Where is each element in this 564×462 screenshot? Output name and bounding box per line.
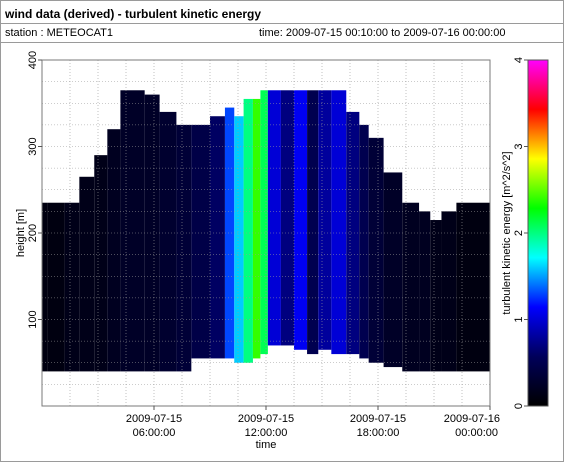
heatmap-column	[419, 211, 431, 372]
heatmap-column	[224, 107, 235, 359]
heatmap-column	[64, 202, 80, 372]
heatmap-column	[441, 211, 457, 372]
heatmap-column	[252, 98, 261, 359]
header-divider	[1, 23, 563, 24]
header-divider-bottom	[1, 42, 563, 43]
x-tick-label: 2009-07-15	[238, 413, 294, 425]
heatmap-column	[318, 90, 332, 350]
x-tick-label: 2009-07-15	[350, 413, 406, 425]
colorbar-tick-label: 2	[513, 230, 525, 236]
x-axis-label: time	[256, 439, 277, 451]
heatmap-column	[79, 176, 95, 372]
x-tick-label: 12:00:00	[245, 427, 288, 439]
colorbar	[527, 59, 549, 407]
heatmap-column	[243, 98, 253, 363]
y-tick-label: 400	[27, 51, 39, 69]
heatmap-column	[144, 94, 160, 372]
heatmap-column	[456, 202, 490, 372]
heatmap-column	[42, 202, 48, 372]
x-tick-label: 2009-07-15	[126, 413, 182, 425]
chart-title: wind data (derived) - turbulent kinetic …	[5, 7, 262, 21]
y-tick-label: 200	[27, 224, 39, 242]
colorbar-tick-label: 3	[513, 143, 525, 149]
x-tick-label: 2009-07-16	[444, 413, 500, 425]
x-tick-label: 00:00:00	[455, 427, 498, 439]
time-range-label: time: 2009-07-15 00:10:00 to 2009-07-16 …	[259, 27, 506, 39]
heatmap-column	[294, 90, 308, 350]
station-label: station : METEOCAT1	[5, 27, 113, 39]
heatmap-column	[383, 172, 403, 368]
y-tick-label: 100	[27, 310, 39, 328]
heatmap-column	[107, 129, 121, 372]
x-tick-label: 18:00:00	[357, 427, 400, 439]
colorbar-label: turbulent kinetic energy [m^2/s^2]	[501, 151, 513, 314]
heatmap-column	[280, 90, 294, 346]
heatmap-column	[210, 116, 225, 359]
heatmap-column	[359, 124, 369, 359]
heatmap-column	[176, 124, 192, 372]
heatmap-column	[120, 90, 145, 372]
y-tick-label: 300	[27, 137, 39, 155]
colorbar-tick-label: 1	[513, 316, 525, 322]
heatmap-column	[159, 111, 177, 372]
heatmap-column	[430, 220, 442, 372]
heatmap-column	[307, 90, 319, 355]
heatmap-column	[331, 90, 347, 355]
heatmap-column	[260, 90, 268, 355]
heatmap-column	[267, 90, 281, 346]
heatmap-column	[368, 137, 384, 363]
heatmap-column	[47, 202, 65, 372]
heatmap-column	[94, 155, 108, 372]
colorbar-tick-label: 4	[513, 57, 525, 63]
heatmap-column	[191, 124, 210, 359]
x-tick-label: 06:00:00	[133, 427, 176, 439]
y-axis-label: height [m]	[15, 209, 27, 257]
heatmap-column	[234, 116, 244, 363]
heatmap-column	[402, 202, 420, 372]
heatmap-column	[346, 111, 360, 355]
colorbar-tick-label: 0	[513, 403, 525, 409]
